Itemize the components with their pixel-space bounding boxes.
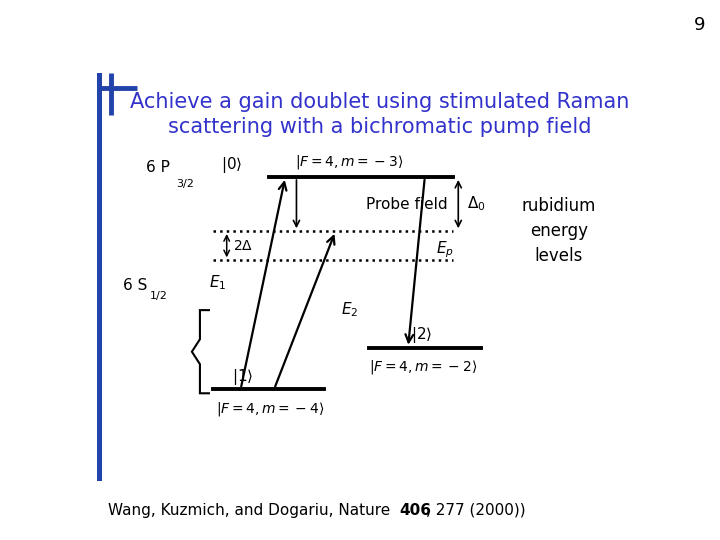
Text: $\Delta_0$: $\Delta_0$ xyxy=(467,195,485,213)
Bar xyxy=(96,73,102,447)
Text: 6 P: 6 P xyxy=(145,160,170,175)
Text: 6 S: 6 S xyxy=(124,278,148,293)
Text: , 277 (2000)): , 277 (2000)) xyxy=(426,503,526,518)
Text: 406: 406 xyxy=(400,503,431,518)
Text: Wang, Kuzmich, and Dogariu, Nature: Wang, Kuzmich, and Dogariu, Nature xyxy=(108,503,395,518)
Text: Probe field: Probe field xyxy=(366,198,448,212)
Text: $2\Delta$: $2\Delta$ xyxy=(233,239,253,253)
Text: rubidium
energy
levels: rubidium energy levels xyxy=(521,197,596,265)
Text: $|2\rangle$: $|2\rangle$ xyxy=(411,326,432,346)
Text: $E_2$: $E_2$ xyxy=(341,301,359,320)
Text: 1/2: 1/2 xyxy=(150,292,168,301)
Text: $|1\rangle$: $|1\rangle$ xyxy=(233,367,253,387)
Text: $|F=4,m=-4\rangle$: $|F=4,m=-4\rangle$ xyxy=(215,400,324,417)
Text: $|0\rangle$: $|0\rangle$ xyxy=(221,155,243,175)
Text: 9: 9 xyxy=(694,16,706,34)
Text: 3/2: 3/2 xyxy=(176,179,194,189)
Text: $|F=4,m=-2\rangle$: $|F=4,m=-2\rangle$ xyxy=(369,358,477,376)
Text: $|F=4,m=-3\rangle$: $|F=4,m=-3\rangle$ xyxy=(295,153,404,171)
Text: $E_p$: $E_p$ xyxy=(436,240,454,260)
Text: $E_1$: $E_1$ xyxy=(210,274,227,293)
Text: Achieve a gain doublet using stimulated Raman
scattering with a bichromatic pump: Achieve a gain doublet using stimulated … xyxy=(130,92,630,137)
Bar xyxy=(96,447,102,481)
